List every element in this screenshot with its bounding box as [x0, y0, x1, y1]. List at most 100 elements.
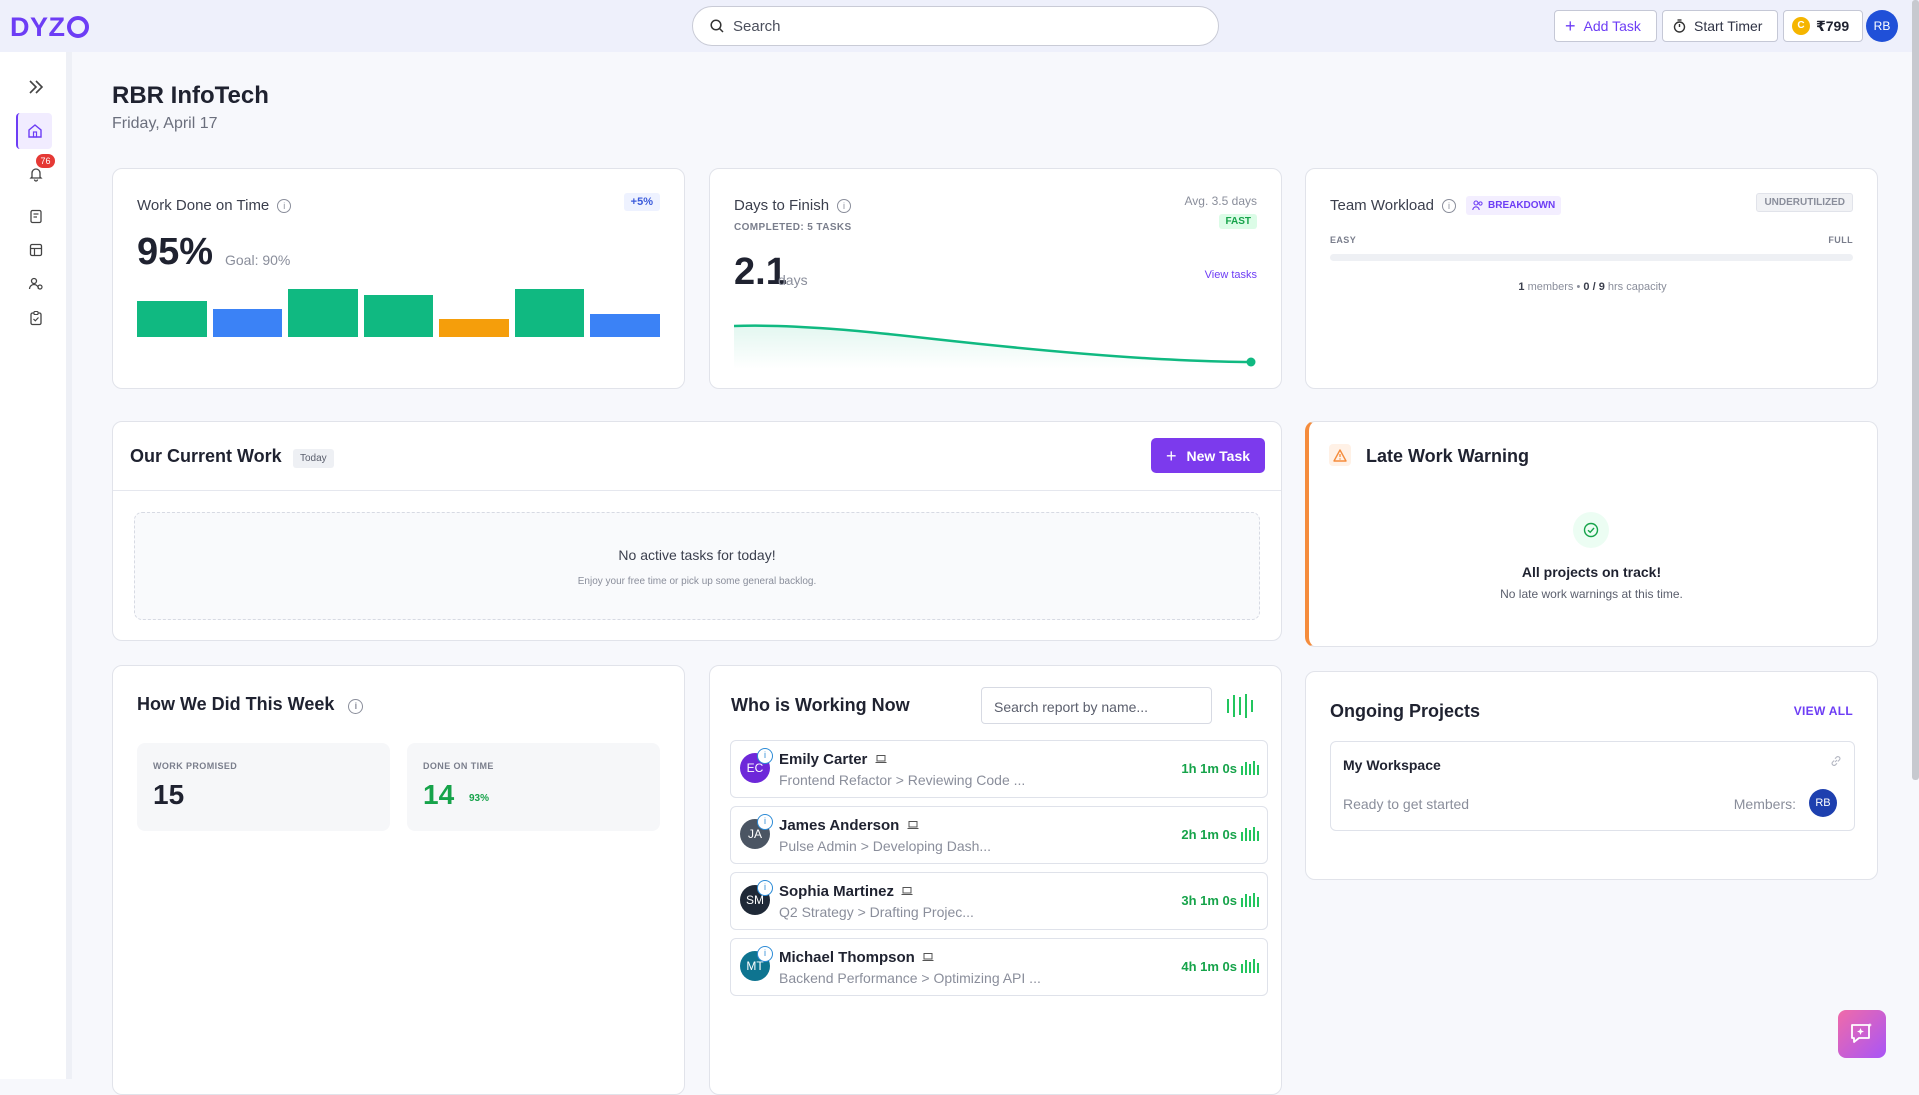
chat-sparkle-icon: [1851, 1023, 1872, 1043]
start-timer-button[interactable]: Start Timer: [1662, 10, 1778, 42]
link-icon[interactable]: [1830, 754, 1842, 772]
member-name: James Anderson: [779, 817, 919, 834]
member-name-text: James Anderson: [779, 817, 900, 834]
member-current-task: Q2 Strategy > Drafting Projec...: [779, 904, 974, 920]
search-icon: [710, 19, 724, 33]
info-icon[interactable]: i: [837, 199, 852, 213]
bell-icon: [29, 168, 43, 182]
team-workload-title: Team Workload i: [1330, 197, 1456, 214]
new-task-button[interactable]: + New Task: [1151, 438, 1265, 473]
start-timer-label: Start Timer: [1694, 18, 1763, 34]
coin-icon: C: [1792, 17, 1810, 35]
info-icon[interactable]: i: [757, 880, 773, 896]
working-now-row[interactable]: SM i Sophia Martinez Q2 Strategy > Draftin…: [730, 872, 1268, 930]
sidebar-item-reports[interactable]: [18, 300, 54, 336]
activity-bars-icon: [1241, 761, 1259, 775]
done-on-time-tile: DONE ON TIME 14 93%: [407, 743, 660, 831]
member-name-text: Emily Carter: [779, 751, 868, 768]
ongoing-projects-card: Ongoing Projects VIEW ALL My Workspace R…: [1305, 671, 1878, 880]
sidebar-item-tasks[interactable]: [18, 198, 54, 234]
work-done-bar: [514, 289, 585, 337]
project-card[interactable]: My Workspace Ready to get started Member…: [1330, 741, 1855, 831]
weekly-summary-card: How We Did This Week i WORK PROMISED 15 D…: [112, 665, 685, 1095]
sidebar-item-team[interactable]: [18, 266, 54, 302]
coins-balance-button[interactable]: C ₹799: [1783, 10, 1863, 42]
work-done-bar-chart: [137, 289, 660, 337]
info-icon[interactable]: i: [757, 814, 773, 830]
done-on-time-value: 14: [423, 779, 455, 810]
view-all-link[interactable]: VIEW ALL: [1793, 704, 1853, 718]
days-trend-sparkline: [734, 324, 1256, 369]
info-icon[interactable]: i: [757, 748, 773, 764]
done-on-time-percent: 93%: [469, 793, 490, 804]
member-avatar[interactable]: RB: [1809, 789, 1837, 817]
page-date: Friday, April 17: [112, 115, 218, 132]
logo-text: DYZ: [10, 12, 66, 42]
project-name: My Workspace: [1343, 757, 1441, 773]
user-avatar[interactable]: RB: [1866, 10, 1898, 42]
activity-bars-icon: [1241, 827, 1259, 841]
on-track-subtitle: No late work warnings at this time.: [1500, 587, 1683, 601]
easy-label: EASY: [1330, 235, 1357, 245]
double-chevron-right-icon: [29, 80, 44, 94]
view-tasks-link[interactable]: View tasks: [1204, 269, 1257, 281]
empty-subtitle: Enjoy your free time or pick up some gen…: [577, 576, 817, 587]
sidebar-item-home[interactable]: [16, 113, 52, 149]
plus-icon: +: [1165, 445, 1177, 466]
plus-icon: +: [1565, 16, 1576, 36]
days-to-finish-card: Days to Finish i COMPLETED: 5 TASKS Avg. …: [709, 168, 1282, 389]
working-now-title: Who is Working Now: [731, 695, 910, 715]
info-icon[interactable]: i: [757, 946, 773, 962]
done-on-time-label: DONE ON TIME: [423, 761, 494, 771]
report-search-input[interactable]: Search report by name...: [981, 687, 1212, 724]
activity-bars-icon: [1241, 893, 1259, 907]
work-done-value: 95%: [137, 231, 214, 273]
global-search-input[interactable]: Search: [692, 6, 1219, 46]
capacity-value: 0 / 9: [1583, 281, 1605, 293]
member-name: Sophia Martinez: [779, 883, 913, 900]
ongoing-projects-title: Ongoing Projects: [1330, 701, 1481, 721]
working-now-row[interactable]: MT i Michael Thompson Backend Performance …: [730, 938, 1268, 996]
work-done-change-badge: +5%: [623, 193, 660, 211]
info-icon[interactable]: i: [348, 699, 364, 714]
add-task-button[interactable]: + Add Task: [1554, 10, 1657, 42]
completed-tasks-label: COMPLETED: 5 TASKS: [734, 222, 852, 233]
work-promised-tile: WORK PROMISED 15: [137, 743, 390, 831]
app-logo[interactable]: DYZ: [10, 12, 89, 43]
speed-badge: FAST: [1219, 214, 1257, 229]
work-done-card: Work Done on Time i +5% 95% Goal: 90%: [112, 168, 685, 389]
page-title: RBR InfoTech: [112, 82, 269, 109]
page-scrollbar[interactable]: [1912, 0, 1919, 780]
workload-progress-bar: [1330, 254, 1853, 261]
work-done-bar: [288, 289, 358, 337]
project-members-label: Members:: [1733, 796, 1796, 812]
expand-sidebar-button[interactable]: [18, 69, 54, 105]
workload-status-badge: UNDERUTILIZED: [1756, 193, 1853, 212]
laptop-icon: [901, 887, 913, 895]
working-now-row[interactable]: EC i Emily Carter Frontend Refactor > Revi…: [730, 740, 1268, 798]
working-now-row[interactable]: JA i James Anderson Pulse Admin > Developi…: [730, 806, 1268, 864]
sidebar-item-table[interactable]: [18, 232, 54, 268]
top-bar: DYZ Search + Add Task Start Timer C ₹799…: [0, 0, 1919, 52]
days-to-finish-title: Days to Finish i: [734, 197, 852, 214]
info-icon[interactable]: i: [277, 199, 292, 213]
breakdown-label: BREAKDOWN: [1488, 200, 1556, 211]
breakdown-button[interactable]: BREAKDOWN: [1466, 196, 1562, 215]
activity-wave-icon[interactable]: [1227, 694, 1257, 718]
ai-chat-fab[interactable]: [1838, 1010, 1886, 1058]
clipboard-check-icon: [30, 310, 42, 326]
current-work-card: Our Current Work Today + New Task No acti…: [112, 421, 1282, 641]
sidebar-item-notifications[interactable]: 76: [18, 154, 55, 192]
member-name-text: Michael Thompson: [779, 949, 915, 966]
table-icon: [29, 243, 43, 257]
member-name: Emily Carter: [779, 751, 887, 768]
member-timer: 1h 1m 0s: [1181, 761, 1237, 776]
notifications-badge: 76: [36, 154, 55, 168]
late-work-warning-card: Late Work Warning All projects on track!…: [1305, 421, 1878, 647]
divider: [113, 490, 1281, 491]
work-promised-value: 15: [153, 779, 185, 810]
info-icon[interactable]: i: [1441, 199, 1456, 213]
work-done-bar: [439, 319, 509, 337]
member-name-text: Sophia Martinez: [779, 883, 895, 900]
on-track-title: All projects on track!: [1521, 564, 1662, 580]
